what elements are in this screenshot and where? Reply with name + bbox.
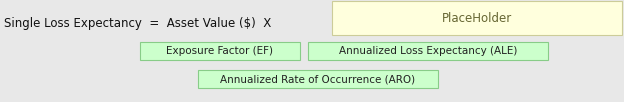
Text: PlaceHolder: PlaceHolder [442,12,512,24]
FancyBboxPatch shape [198,70,438,88]
Text: Annualized Loss Expectancy (ALE): Annualized Loss Expectancy (ALE) [339,46,517,56]
FancyBboxPatch shape [140,42,300,60]
Text: Annualized Rate of Occurrence (ARO): Annualized Rate of Occurrence (ARO) [220,74,416,84]
FancyBboxPatch shape [332,1,622,35]
FancyBboxPatch shape [308,42,548,60]
Text: Exposure Factor (EF): Exposure Factor (EF) [167,46,273,56]
Text: Single Loss Expectancy  =  Asset Value ($)  X: Single Loss Expectancy = Asset Value ($)… [4,17,271,29]
